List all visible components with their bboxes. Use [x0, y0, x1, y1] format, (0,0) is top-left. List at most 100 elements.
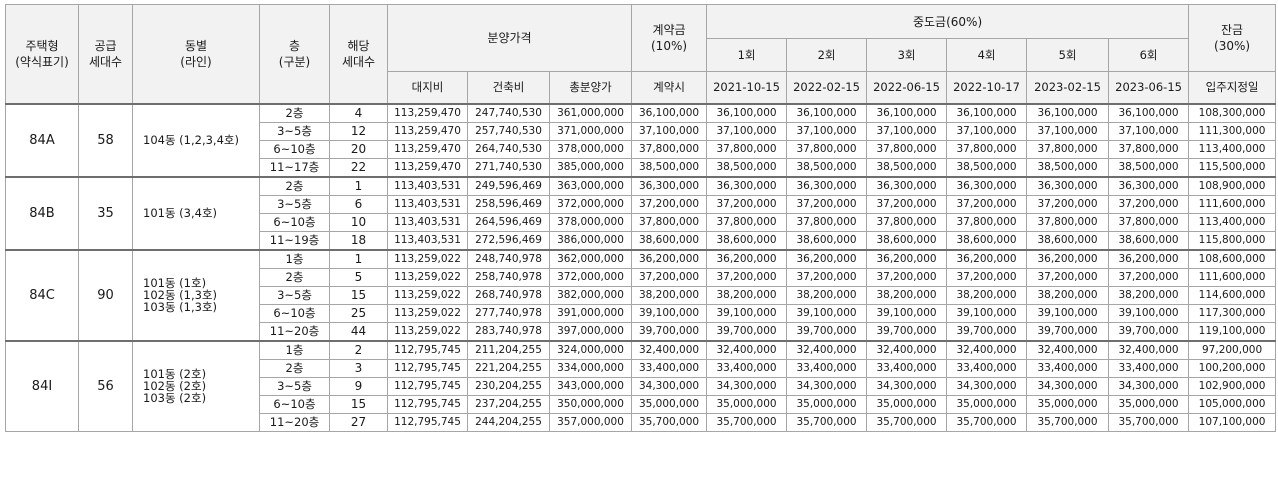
total-price: 378,000,000	[548, 139, 633, 159]
middle-payment-1: 37,200,000	[706, 194, 788, 214]
middle-payment-4: 36,200,000	[946, 248, 1028, 269]
contract-amount: 37,200,000	[631, 194, 708, 214]
total-price: 382,000,000	[548, 285, 633, 305]
middle-payment-5: 36,100,000	[1026, 102, 1110, 123]
middle-payment-3: 36,100,000	[866, 102, 948, 123]
total-price: 362,000,000	[548, 248, 633, 269]
supply-count: 56	[78, 339, 133, 432]
group-84i: 84I 56 101동 (2호) 102동 (2호) 103동 (2호) 1층 2 112…	[5, 339, 1277, 432]
balance-amount: 113,400,000	[1188, 139, 1277, 159]
land-cost: 113,259,470	[387, 102, 468, 123]
middle-payment-6: 32,400,000	[1108, 339, 1190, 360]
table-row: 84B 35 101동 (3,4호) 2층 1 113,403,531 249,596,46…	[5, 175, 1277, 250]
middle-payment-6: 36,100,000	[1108, 102, 1190, 123]
middle-payment-4: 36,100,000	[946, 102, 1028, 123]
unit-count: 4	[329, 102, 388, 123]
middle-payment-2: 37,100,000	[786, 121, 868, 141]
middle-payment-2: 36,100,000	[786, 102, 868, 123]
header-balance: 잔금 (30%)	[1188, 4, 1277, 72]
total-price: 350,000,000	[548, 394, 633, 414]
middle-payment-5: 37,100,000	[1026, 121, 1110, 141]
middle-payment-6: 37,200,000	[1108, 267, 1190, 287]
middle-payment-6: 38,200,000	[1108, 285, 1190, 305]
middle-payment-4: 37,200,000	[946, 267, 1028, 287]
dong-lines: 104동 (1,2,3,4호)	[132, 102, 260, 177]
middle-payment-6: 38,600,000	[1108, 230, 1190, 250]
middle-payment-1: 33,400,000	[706, 358, 788, 378]
middle-payment-3: 33,400,000	[866, 358, 948, 378]
balance-amount: 97,200,000	[1188, 339, 1277, 360]
land-cost: 113,403,531	[387, 212, 468, 232]
middle-payment-3: 35,000,000	[866, 394, 948, 414]
floor-range: 3~5층	[259, 376, 330, 396]
balance-amount: 102,900,000	[1188, 376, 1277, 396]
middle-payment-3: 34,300,000	[866, 376, 948, 396]
floor-range: 11~19층	[259, 230, 330, 250]
group-84b: 84B 35 101동 (3,4호) 2층 1 113,403,531 249,596,46…	[5, 175, 1277, 250]
header-units-text: 해당 세대수	[341, 38, 376, 69]
middle-payment-3: 38,200,000	[866, 285, 948, 305]
unit-count: 12	[329, 121, 388, 141]
middle-payment-5: 38,600,000	[1026, 230, 1110, 250]
land-cost: 113,259,022	[387, 303, 468, 323]
total-price: 391,000,000	[548, 303, 633, 323]
middle-payment-4: 37,800,000	[946, 212, 1028, 232]
building-cost: 221,204,255	[467, 358, 550, 378]
header-installment-2: 2회	[786, 38, 868, 72]
middle-payment-1: 37,200,000	[706, 267, 788, 287]
middle-payment-2: 35,000,000	[786, 394, 868, 414]
building-cost: 247,740,530	[467, 102, 550, 123]
middle-payment-2: 33,400,000	[786, 358, 868, 378]
total-price: 397,000,000	[548, 321, 633, 341]
building-cost: 230,204,255	[467, 376, 550, 396]
building-cost: 244,204,255	[467, 412, 550, 432]
middle-payment-4: 37,100,000	[946, 121, 1028, 141]
total-price: 343,000,000	[548, 376, 633, 396]
total-price: 371,000,000	[548, 121, 633, 141]
header-middle: 중도금(60%)	[706, 4, 1190, 39]
building-cost: 258,740,978	[467, 267, 550, 287]
contract-amount: 36,300,000	[631, 175, 708, 196]
middle-payment-2: 34,300,000	[786, 376, 868, 396]
header-installment-date-2: 2022-02-15	[786, 71, 868, 104]
unit-count: 9	[329, 376, 388, 396]
middle-payment-1: 38,500,000	[706, 157, 788, 177]
middle-payment-5: 37,200,000	[1026, 194, 1110, 214]
contract-amount: 39,100,000	[631, 303, 708, 323]
middle-payment-3: 38,500,000	[866, 157, 948, 177]
balance-amount: 111,300,000	[1188, 121, 1277, 141]
contract-amount: 36,100,000	[631, 102, 708, 123]
balance-amount: 114,600,000	[1188, 285, 1277, 305]
table-header: 주택형 (약식표기) 공급 세대수 동별 (라인) 층 (구분) 해당 세대수 …	[5, 4, 1277, 104]
middle-payment-1: 37,800,000	[706, 139, 788, 159]
unit-count: 2	[329, 339, 388, 360]
contract-amount: 37,800,000	[631, 139, 708, 159]
subheader-row: 대지비 건축비 총분양가 계약시 2021-10-15 2022-02-15 202…	[6, 71, 1277, 104]
land-cost: 113,403,531	[387, 230, 468, 250]
middle-payment-3: 36,200,000	[866, 248, 948, 269]
middle-payment-1: 38,200,000	[706, 285, 788, 305]
header-installment-6: 6회	[1108, 38, 1190, 72]
middle-payment-4: 35,700,000	[946, 412, 1028, 432]
table-row: 11~19층 18 113,403,531 272,596,469 386,000,00…	[6, 230, 1277, 250]
total-price: 361,000,000	[548, 102, 633, 123]
land-cost: 113,259,022	[387, 285, 468, 305]
middle-payment-6: 36,300,000	[1108, 175, 1190, 196]
land-cost: 112,795,745	[387, 376, 468, 396]
middle-payment-6: 37,800,000	[1108, 212, 1190, 232]
balance-amount: 117,300,000	[1188, 303, 1277, 323]
unit-count: 1	[329, 175, 388, 196]
middle-payment-2: 36,300,000	[786, 175, 868, 196]
balance-amount: 100,200,000	[1188, 358, 1277, 378]
table-row: 6~10층 10 113,403,531 264,596,469 378,000,000…	[6, 212, 1277, 232]
dong-lines: 101동 (1호) 102동 (1,3호) 103동 (1,3호)	[132, 248, 260, 341]
table-row: 84I 56 101동 (2호) 102동 (2호) 103동 (2호) 1층 2 112…	[5, 339, 1277, 432]
floor-range: 6~10층	[259, 139, 330, 159]
floor-range: 1층	[259, 248, 330, 269]
supply-count: 58	[78, 102, 133, 177]
middle-payment-3: 38,600,000	[866, 230, 948, 250]
middle-payment-5: 38,500,000	[1026, 157, 1110, 177]
middle-payment-4: 32,400,000	[946, 339, 1028, 360]
middle-payment-4: 36,300,000	[946, 175, 1028, 196]
contract-amount: 38,200,000	[631, 285, 708, 305]
